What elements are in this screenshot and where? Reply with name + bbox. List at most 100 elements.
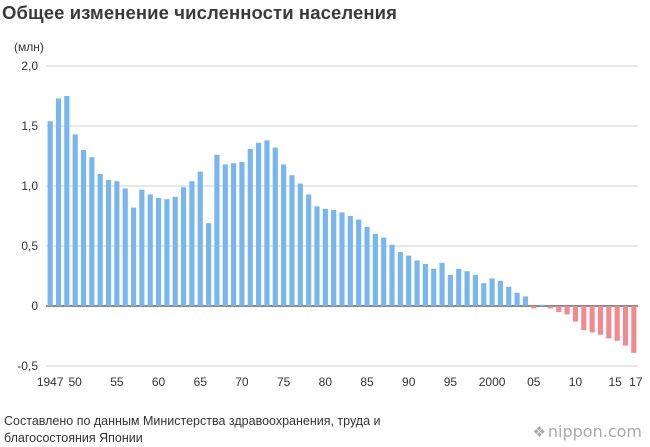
x-tick-label: 60 [152,375,166,389]
bar-1998 [472,274,478,306]
y-tick-label: 0,5 [21,239,38,253]
bar-1950 [72,134,78,306]
bar-1989 [397,252,403,306]
x-tick-label: 1947 [37,375,64,389]
bar-1982 [339,212,345,306]
bar-1979 [314,206,320,306]
x-tick-label: 05 [527,375,541,389]
source-note: Составлено по данным Министерства здраво… [4,413,381,447]
bar-1994 [439,262,445,306]
bar-1971 [247,148,253,306]
bar-2008 [556,306,562,312]
x-tick-label: 17 [629,375,643,389]
bar-1992 [422,264,428,306]
bar-1977 [297,183,303,306]
bar-1999 [481,283,487,306]
brand-text: nippon.com [547,422,642,441]
bar-1983 [347,216,353,306]
bar-1954 [105,180,112,306]
y-tick-label: -0,5 [17,359,38,373]
bar-2015 [614,306,620,341]
bar-1984 [356,219,362,306]
bar-2017 [631,306,637,353]
bar-1955 [114,181,120,306]
bar-1990 [406,255,412,306]
x-tick-label: 2000 [479,375,506,389]
bar-1974 [272,147,278,306]
bar-2005 [531,306,537,309]
bar-1965 [197,171,203,306]
bar-2003 [514,292,520,306]
bar-1960 [155,198,162,306]
bar-1948 [55,98,62,307]
bar-1956 [122,188,128,306]
bar-1966 [206,223,212,306]
x-tick-label: 15 [608,375,622,389]
bar-1947 [47,121,53,306]
x-tick-label: 55 [110,375,124,389]
y-axis-unit-label: (млн) [14,40,44,54]
x-tick-label: 10 [569,375,583,389]
bar-1973 [264,140,270,306]
bar-2009 [564,306,570,315]
bar-1968 [222,164,228,306]
bar-2000 [489,278,495,306]
page-title: Общее изменение численности населения [2,2,398,23]
bar-1961 [164,199,170,306]
bar-2002 [506,286,512,306]
x-tick-label: 70 [235,375,249,389]
bar-1985 [364,226,370,306]
nippon-logo-icon: ❖ [532,422,546,441]
bar-2014 [606,306,612,339]
bar-1959 [147,194,153,306]
source-line-2: благосостояния Японии [4,431,143,445]
bar-1988 [389,244,395,306]
bar-1970 [239,162,245,306]
x-tick-label: 80 [319,375,333,389]
bar-1957 [130,207,137,306]
bar-1969 [231,163,237,306]
bar-1991 [414,260,420,306]
x-tick-label: 50 [69,375,83,389]
bar-1976 [289,175,295,306]
bar-1980 [322,208,328,306]
bar-1951 [80,150,87,306]
bar-1963 [180,187,187,306]
bar-2016 [622,306,629,346]
bar-1975 [281,164,287,306]
bar-1953 [97,174,103,306]
bar-1952 [89,157,95,306]
y-tick-label: 0 [31,299,38,313]
bar-2007 [547,306,554,309]
bar-1996 [456,268,462,306]
x-tick-label: 90 [402,375,416,389]
bar-1997 [464,271,470,306]
x-tick-label: 65 [194,375,208,389]
brand-logo: ❖ nippon.com [532,422,642,441]
bar-1964 [189,181,195,306]
bar-1987 [381,237,387,306]
y-tick-label: 1,0 [21,179,38,193]
bar-2010 [572,306,579,322]
bar-1995 [447,274,453,306]
bar-1986 [372,234,378,306]
bar-2006 [539,304,545,306]
bar-1958 [139,189,145,306]
bar-2013 [597,306,604,335]
bar-2001 [497,280,504,306]
bar-1962 [172,196,178,306]
bar-1993 [431,268,437,306]
x-tick-label: 95 [444,375,458,389]
bar-2004 [522,296,529,306]
bar-1949 [64,96,70,306]
y-tick-label: 1,5 [21,119,38,133]
bar-1978 [306,194,312,306]
x-tick-label: 75 [277,375,291,389]
bar-2012 [589,306,595,333]
bar-2011 [581,306,587,330]
source-line-1: Составлено по данным Министерства здраво… [4,414,381,428]
bar-1967 [214,154,220,306]
bar-1981 [331,210,337,306]
y-tick-label: 2,0 [21,59,38,73]
